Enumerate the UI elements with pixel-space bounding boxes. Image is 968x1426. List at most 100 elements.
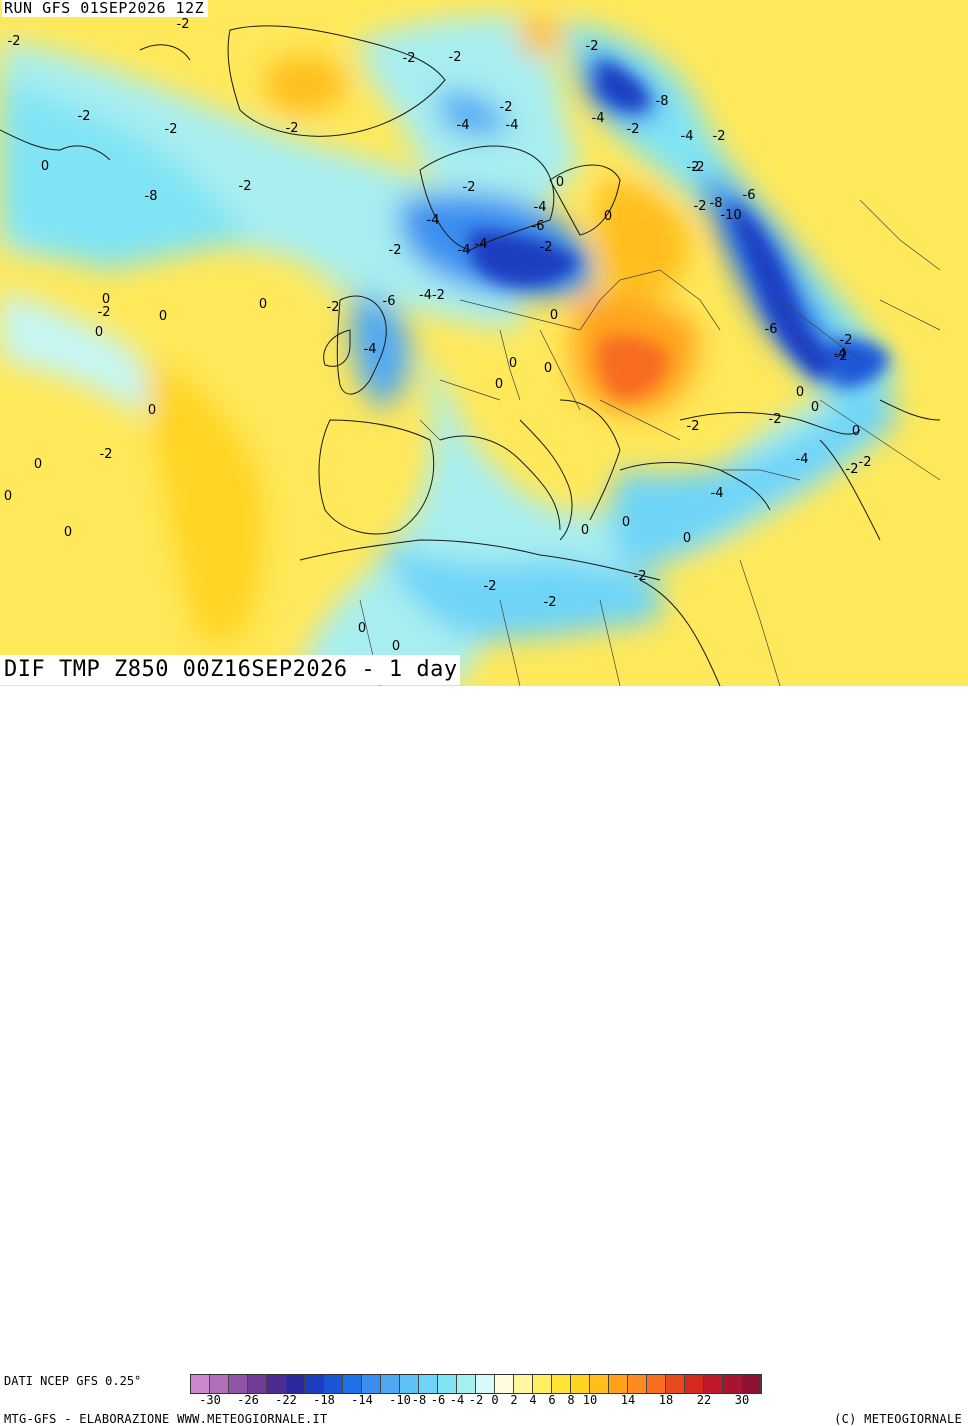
contour-label: 0 — [604, 209, 612, 224]
contour-label: 0 — [683, 531, 691, 546]
contour-label: 0 — [159, 309, 167, 324]
contour-label: -2 — [98, 305, 111, 320]
contour-label: 0 — [622, 515, 630, 530]
contour-label: -2 — [544, 595, 557, 610]
contour-label: -2 — [239, 179, 252, 194]
colorbar-tick-label: 8 — [567, 1393, 575, 1407]
colorbar-swatch — [419, 1375, 438, 1393]
contour-label: -2 — [627, 122, 640, 137]
contour-label: -2 — [484, 579, 497, 594]
anomaly-core — [469, 60, 890, 400]
colorbar-swatch — [362, 1375, 381, 1393]
contour-label: 0 — [64, 525, 72, 540]
colorbar-swatch — [324, 1375, 343, 1393]
colorbar-tick-label: 0 — [491, 1393, 499, 1407]
contour-label: 0 — [550, 308, 558, 323]
contour-label: 0 — [544, 361, 552, 376]
run-label: RUN GFS 01SEP2026 12Z — [2, 0, 209, 17]
footer-credit: MTG-GFS - ELABORAZIONE WWW.METEOGIORNALE… — [4, 1412, 328, 1426]
contour-labels: -2-20-2-2 -20-2 -2-8-2-2-4 -4-2-2-4-4 -2-2-2… — [4, 17, 872, 654]
contour-label: -6 — [383, 294, 396, 309]
contour-label: 0 — [852, 424, 860, 439]
colorbar-tick-label: 18 — [658, 1393, 674, 1407]
contour-label: -2 — [846, 462, 859, 477]
contour-label: -4 — [475, 237, 488, 252]
colorbar-tick-label: 2 — [510, 1393, 518, 1407]
contour-label: 0 — [102, 292, 110, 307]
contour-label: -4 — [457, 118, 470, 133]
colorbar-swatch — [248, 1375, 267, 1393]
contour-label: 0 — [4, 489, 12, 504]
colorbar-swatch — [495, 1375, 514, 1393]
contour-label: -6 — [532, 219, 545, 234]
colorbar-swatch — [210, 1375, 229, 1393]
colorbar-swatch — [666, 1375, 685, 1393]
contour-label: -2 — [687, 160, 700, 175]
colorbar-tick-label: 30 — [734, 1393, 750, 1407]
colorbar-tick-label: 4 — [529, 1393, 537, 1407]
colorbar-swatch — [533, 1375, 552, 1393]
contour-label: 0 — [581, 523, 589, 538]
colorbar-swatch — [343, 1375, 362, 1393]
contour-label: -8 — [656, 94, 669, 109]
colorbar-swatch — [742, 1375, 761, 1393]
colorbar-tick-label: 22 — [696, 1393, 712, 1407]
legend-panel: DATI NCEP GFS 0.25° -30 -26 -22 -18 -14 -10 -8… — [0, 686, 968, 1426]
colorbar — [190, 1374, 762, 1394]
contour-label: 0 — [41, 159, 49, 174]
contour-label: -2 — [694, 199, 707, 214]
contour-label: 0 — [95, 325, 103, 340]
temperature-anomaly-map: -2 -2 0 -2 -2 -2 0 -2 -2 -8 -2 -2 -4 -4 -2 -2 -4 -4 -2 -2 -2… — [0, 0, 968, 686]
contour-label: -4-2 — [419, 288, 445, 303]
contour-label: -2 — [835, 349, 848, 364]
colorbar-swatch — [191, 1375, 210, 1393]
colorbar-tick-label: -6 — [430, 1393, 446, 1407]
contour-label: -4 — [681, 129, 694, 144]
contour-label: -4 — [458, 243, 471, 258]
contour-label: 0 — [509, 356, 517, 371]
footer-copyright: (C) METEOGIORNALE — [834, 1412, 962, 1426]
contour-label: -6 — [743, 188, 756, 203]
colorbar-swatch — [229, 1375, 248, 1393]
colorbar-swatch — [381, 1375, 400, 1393]
colorbar-swatch — [400, 1375, 419, 1393]
contour-label: -2 — [100, 447, 113, 462]
contour-label: -8 — [145, 189, 158, 204]
contour-label: -4 — [592, 111, 605, 126]
colorbar-swatch — [267, 1375, 286, 1393]
contour-label: -2 — [449, 50, 462, 65]
colorbar-tick-label: -30 — [199, 1393, 221, 1407]
contour-label: 0 — [148, 403, 156, 418]
contour-label: -4 — [711, 486, 724, 501]
contour-label: -6 — [765, 322, 778, 337]
contour-label: -10 — [720, 208, 741, 223]
colorbar-swatch — [685, 1375, 704, 1393]
contour-label: -2 — [286, 121, 299, 136]
data-source: DATI NCEP GFS 0.25° — [4, 1374, 142, 1388]
contour-label: -2 — [634, 569, 647, 584]
contour-label: -2 — [687, 419, 700, 434]
colorbar-tick-label: 10 — [582, 1393, 598, 1407]
colorbar-swatch — [704, 1375, 723, 1393]
contour-label: 0 — [811, 400, 819, 415]
contour-label: 0 — [34, 457, 42, 472]
contour-label: -2 — [692, 160, 705, 175]
colorbar-tick-label: -26 — [237, 1393, 259, 1407]
coastlines — [0, 25, 941, 686]
contour-label: -4 — [534, 200, 547, 215]
colorbar-tick-label: -4 — [449, 1393, 465, 1407]
colorbar-swatch — [647, 1375, 666, 1393]
map-canvas: -2-20-2-2 -20-2 -2-8-2-2-4 -4-2-2-4-4 -2-2-2… — [0, 0, 968, 686]
colorbar-ticks: -30 -26 -22 -18 -14 -10 -8 -6 -4 -2 0 2 4 6 8 10 14 18 22 3… — [0, 1393, 968, 1409]
contour-label: -2 — [859, 455, 872, 470]
contour-label: -2 — [327, 300, 340, 315]
contour-label: -2 — [389, 243, 402, 258]
contour-label: 0 — [495, 377, 503, 392]
contour-label: 0 — [556, 175, 564, 190]
colorbar-tick-label: -2 — [468, 1393, 484, 1407]
country-borders — [359, 199, 941, 686]
contour-label: 0 — [259, 297, 267, 312]
colorbar-swatch — [438, 1375, 457, 1393]
contour-label: -2 — [177, 17, 190, 32]
colorbar-swatch — [476, 1375, 495, 1393]
